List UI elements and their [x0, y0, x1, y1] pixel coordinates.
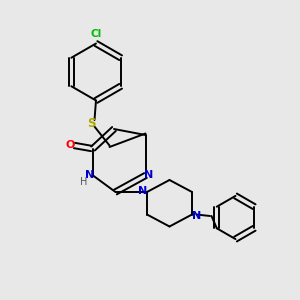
Text: S: S: [87, 116, 96, 130]
Text: N: N: [138, 185, 147, 196]
Text: N: N: [85, 170, 94, 181]
Text: Cl: Cl: [90, 29, 102, 39]
Text: N: N: [192, 211, 201, 221]
Text: N: N: [145, 170, 154, 181]
Text: H: H: [80, 177, 87, 187]
Text: O: O: [65, 140, 75, 150]
